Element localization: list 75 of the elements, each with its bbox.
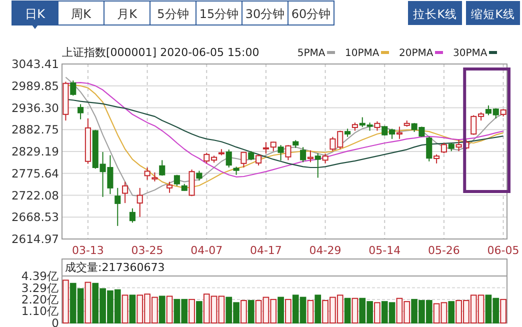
candlestick (78, 104, 84, 120)
candlestick (314, 152, 321, 178)
candlestick (136, 187, 143, 218)
chart-title: 成交量:217360673 (65, 261, 165, 274)
candlestick (300, 146, 306, 163)
x-tick-label: 04-29 (309, 244, 342, 257)
y-tick-label: 2829.19 (11, 144, 59, 158)
candlestick (70, 80, 76, 96)
bar (374, 302, 380, 324)
candlestick (278, 144, 284, 162)
y-tick-label: 0 (52, 316, 59, 327)
y-tick-label: 2614.97 (11, 232, 59, 246)
x-tick-label: 06-05 (487, 244, 520, 257)
candlestick (240, 152, 247, 168)
bar (166, 296, 173, 324)
candlestick (256, 154, 262, 166)
candlestick (285, 144, 292, 161)
bar (448, 301, 455, 324)
bar (62, 280, 69, 324)
candlestick (262, 142, 269, 154)
chart-title: 上证指数[000001] 2020-06-05 15:00 (62, 46, 260, 59)
x-tick-label: 04-17 (250, 244, 282, 257)
y-tick-label: 3043.41 (11, 57, 59, 71)
x-tick-label: 03-13 (72, 244, 104, 257)
y-tick-label: 2882.75 (11, 122, 59, 137)
x-tick-label: 05-14 (368, 244, 401, 257)
bar (500, 298, 506, 324)
bar (196, 301, 202, 324)
y-tick-label: 2936.30 (11, 100, 59, 115)
x-tick-label: 03-25 (131, 244, 164, 257)
candlestick (144, 167, 150, 180)
bar (278, 296, 284, 324)
y-tick-label: 2989.85 (11, 78, 59, 93)
candlestick (374, 120, 380, 132)
bar (188, 298, 195, 324)
bar (240, 300, 247, 324)
bar (248, 300, 254, 324)
bar (285, 298, 292, 324)
y-tick-label: 2.20亿 (21, 292, 59, 306)
y-tick-label: 4.39亿 (21, 269, 59, 283)
y-tick-label: 3.29亿 (21, 280, 59, 295)
candlestick (456, 139, 462, 152)
y-tick-label: 1.10亿 (21, 304, 59, 318)
bar (129, 294, 136, 324)
legend-label: 20PMA (399, 48, 434, 59)
bar (122, 294, 128, 324)
candlestick (396, 126, 402, 140)
bar (307, 300, 314, 324)
candlestick (122, 181, 128, 204)
candlestick (196, 170, 202, 182)
bar (158, 296, 166, 324)
candlestick (440, 142, 447, 154)
candlestick (166, 181, 173, 194)
candlestick (159, 160, 166, 176)
candlestick (226, 149, 232, 168)
candlestick (114, 187, 121, 226)
y-tick-label: 2722.08 (11, 188, 59, 202)
tabs: 日K 周K 月K 5分钟 15分钟 30分钟 60分钟 拉长K线 缩短K线 (12, 0, 520, 29)
bar (352, 298, 358, 324)
bar (84, 282, 92, 324)
candlestick (188, 169, 195, 197)
candlestick (426, 136, 432, 162)
bar (314, 294, 322, 324)
legend-label: 10PMA (345, 48, 380, 59)
y-tick-label: 2775.64 (11, 166, 59, 180)
x-tick-label: 04-07 (190, 244, 223, 257)
candlestick (322, 153, 328, 164)
bar (344, 298, 351, 324)
x-tick-label: 05-26 (428, 244, 460, 257)
legend-label: 5PMA (297, 48, 326, 59)
candlestick (307, 150, 314, 163)
legend-label: 30PMA (453, 48, 488, 59)
candlestick (129, 208, 136, 224)
candlestick (270, 141, 276, 152)
y-tick-label: 2668.53 (11, 210, 59, 224)
